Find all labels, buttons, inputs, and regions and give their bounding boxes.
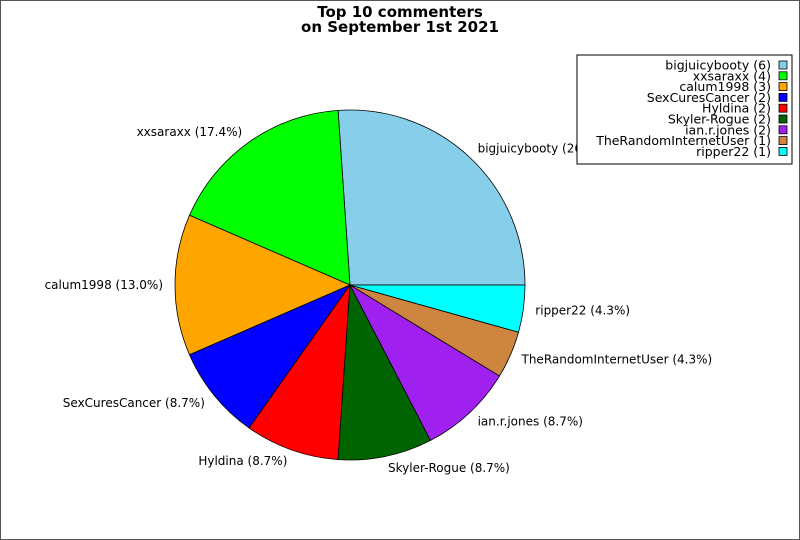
legend-swatch-ian-r-jones (778, 125, 788, 135)
slice-label-xxsaraxx: xxsaraxx (17.4%) (137, 125, 243, 139)
slice-label-hyldina: Hyldina (8.7%) (198, 454, 287, 468)
pie-slice-hyldina (248, 283, 351, 461)
slice-label-ian-r-jones: ian.r.jones (8.7%) (478, 415, 583, 429)
slice-label-sexcurescancer: SexCuresCancer (8.7%) (63, 396, 205, 410)
legend-label-calum1998: calum1998 (3) (679, 79, 771, 94)
chart-title-line-2: on September 1st 2021 (301, 18, 499, 36)
legend-swatch-ripper22 (778, 146, 788, 156)
legend-swatch-skyler-rogue (778, 114, 788, 124)
legend-label-sexcurescancer: SexCuresCancer (2) (647, 90, 771, 105)
legend-label-bigjuicybooty: bigjuicybooty (6) (665, 58, 771, 73)
legend-swatch-bigjuicybooty (778, 60, 788, 70)
legend-swatch-hyldina (778, 103, 788, 113)
pie-slice-sexcurescancer (188, 284, 352, 429)
legend-label-ian-r-jones: ian.r.jones (2) (685, 122, 771, 137)
legend-label-ripper22: ripper22 (1) (696, 144, 771, 159)
pie-slice-calum1998 (174, 214, 352, 356)
pie-slices (174, 109, 526, 461)
pie-slice-ripper22 (349, 284, 526, 333)
legend-swatch-xxsaraxx (778, 71, 788, 81)
legend-swatch-sexcurescancer (778, 93, 788, 102)
pie-slice-skyler-rogue (337, 283, 432, 461)
legend-swatch-therandominternetuser (778, 136, 788, 146)
pie-slice-ian-r-jones (348, 283, 501, 441)
legend-label-therandominternetuser: TheRandomInternetUser (1) (595, 133, 771, 148)
legend-label-skyler-rogue: Skyler-Rogue (2) (668, 112, 771, 127)
pie-slice-bigjuicybooty (337, 109, 526, 286)
slice-label-calum1998: calum1998 (13.0%) (45, 278, 163, 292)
legend: bigjuicybooty (6)xxsaraxx (4)calum1998 (… (576, 54, 793, 165)
legend-label-xxsaraxx: xxsaraxx (4) (693, 68, 771, 83)
legend-box (576, 54, 793, 165)
legend-label-hyldina: Hyldina (2) (702, 101, 771, 116)
slice-label-skyler-rogue: Skyler-Rogue (8.7%) (388, 461, 510, 475)
slice-label-ripper22: ripper22 (4.3%) (535, 304, 630, 318)
legend-swatch-calum1998 (778, 82, 788, 91)
pie-slice-xxsaraxx (188, 109, 351, 286)
chart-title-line-1: Top 10 commenters (317, 3, 483, 21)
slice-label-therandominternetuser: TheRandomInternetUser (4.3%) (521, 353, 713, 367)
